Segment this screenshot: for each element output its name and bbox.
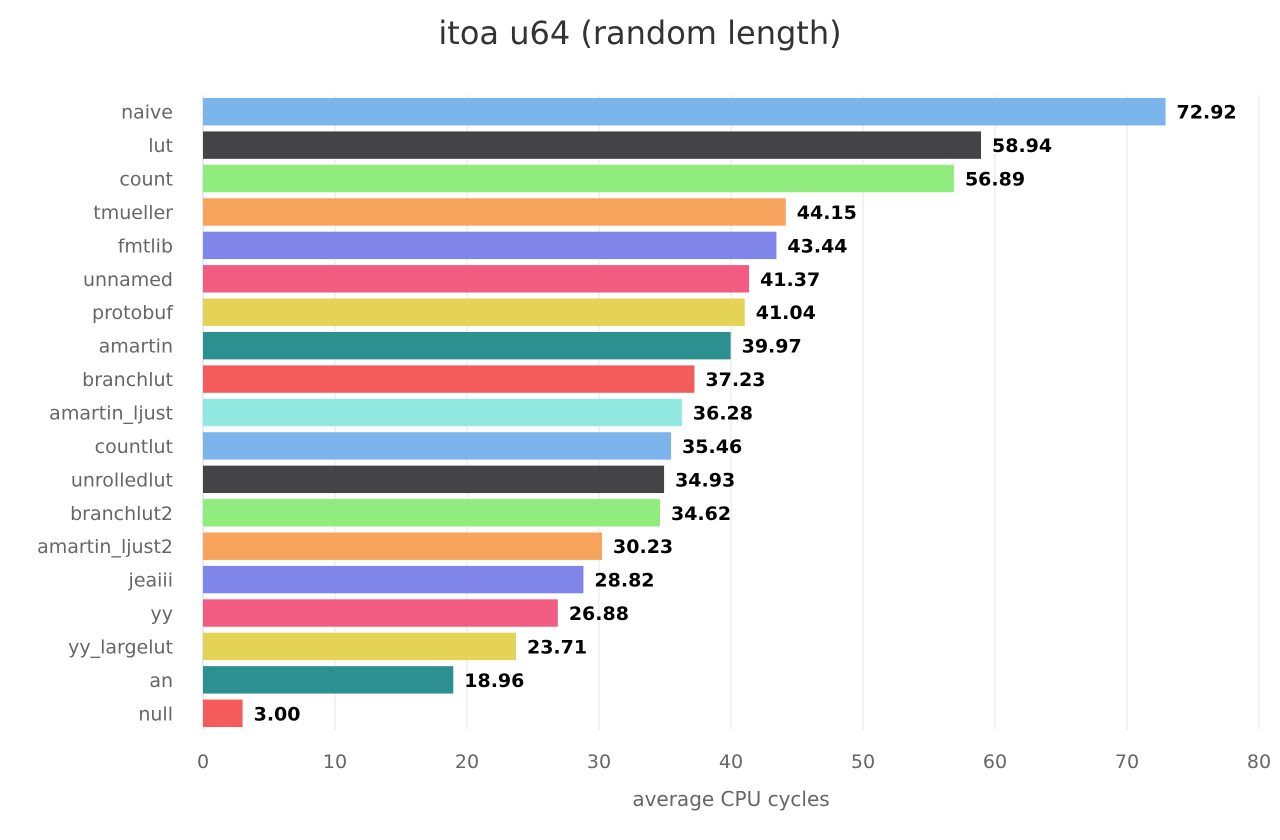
category-label: an (149, 670, 173, 692)
category-label: yy_largelut (68, 636, 173, 658)
category-label: fmtlib (118, 235, 173, 257)
chart-title: itoa u64 (random length) (438, 14, 842, 52)
category-label: count (119, 169, 173, 191)
category-label: null (138, 703, 173, 725)
category-label: amartin_ljust (49, 403, 173, 425)
bar-count[interactable] (203, 164, 954, 193)
x-tick-label: 60 (983, 751, 1007, 773)
x-tick-label: 80 (1247, 751, 1271, 773)
value-label: 26.88 (569, 603, 629, 625)
value-label: 39.97 (742, 336, 802, 358)
category-labels: naive lut count tmueller fmtlib unnamed protob… (37, 102, 174, 726)
x-tick-label: 70 (1115, 751, 1139, 773)
category-label: branchlut2 (70, 503, 173, 525)
x-tick-label: 40 (719, 751, 743, 773)
x-axis-ticks: 0 10 20 30 40 50 60 70 80 (197, 751, 1271, 773)
bar-amartin_ljust2[interactable] (203, 532, 603, 560)
bar-tmueller[interactable] (203, 198, 786, 226)
value-label: 43.44 (787, 235, 847, 257)
category-label: jeaiii (128, 570, 173, 592)
x-tick-label: 50 (851, 751, 875, 773)
category-label: unnamed (83, 269, 173, 291)
bar-unrolledlut[interactable] (203, 465, 665, 494)
value-label: 41.04 (756, 302, 816, 324)
category-label: protobuf (92, 302, 174, 324)
value-label: 18.96 (464, 670, 524, 692)
value-labels: 72.92 58.94 56.89 44.15 43.44 41.37 41.04 39.97… (254, 102, 1237, 726)
x-tick-label: 30 (587, 751, 611, 773)
value-label: 28.82 (594, 570, 654, 592)
category-label: amartin_ljust2 (37, 536, 173, 558)
bar-branchlut2[interactable] (203, 499, 660, 527)
bar-countlut[interactable] (203, 432, 672, 460)
bars (203, 98, 1166, 727)
bar-branchlut[interactable] (203, 365, 695, 393)
value-label: 56.89 (965, 169, 1025, 191)
bar-unnamed[interactable] (203, 265, 750, 293)
value-label: 34.93 (675, 469, 735, 491)
bar-yy_largelut[interactable] (203, 632, 516, 661)
value-label: 36.28 (693, 403, 753, 425)
value-label: 34.62 (671, 503, 731, 525)
value-label: 3.00 (254, 703, 301, 725)
value-label: 41.37 (760, 269, 820, 291)
bar-amartin[interactable] (203, 331, 731, 360)
category-label: branchlut (82, 369, 173, 391)
category-label: lut (148, 135, 173, 157)
x-tick-label: 0 (197, 751, 209, 773)
bar-amartin_ljust[interactable] (203, 398, 682, 427)
bar-fmtlib[interactable] (203, 231, 777, 260)
value-label: 30.23 (613, 536, 673, 558)
x-axis-title: average CPU cycles (632, 787, 829, 811)
bar-null[interactable] (203, 699, 243, 727)
bar-naive[interactable] (203, 98, 1166, 126)
value-label: 37.23 (705, 369, 765, 391)
bar-yy[interactable] (203, 599, 558, 627)
bar-jeaiii[interactable] (203, 565, 584, 594)
bar-an[interactable] (203, 666, 454, 694)
category-label: countlut (95, 436, 173, 458)
category-label: yy (151, 603, 174, 625)
category-label: naive (121, 102, 173, 124)
value-label: 23.71 (527, 636, 587, 658)
x-tick-label: 10 (323, 751, 347, 773)
value-label: 35.46 (682, 436, 742, 458)
bar-protobuf[interactable] (203, 298, 745, 326)
category-label: unrolledlut (71, 469, 173, 491)
value-label: 44.15 (797, 202, 857, 224)
value-label: 72.92 (1177, 102, 1237, 124)
bar-lut[interactable] (203, 131, 982, 159)
category-label: amartin (99, 336, 173, 358)
x-tick-label: 20 (455, 751, 479, 773)
category-label: tmueller (93, 202, 173, 224)
value-label: 58.94 (992, 135, 1052, 157)
